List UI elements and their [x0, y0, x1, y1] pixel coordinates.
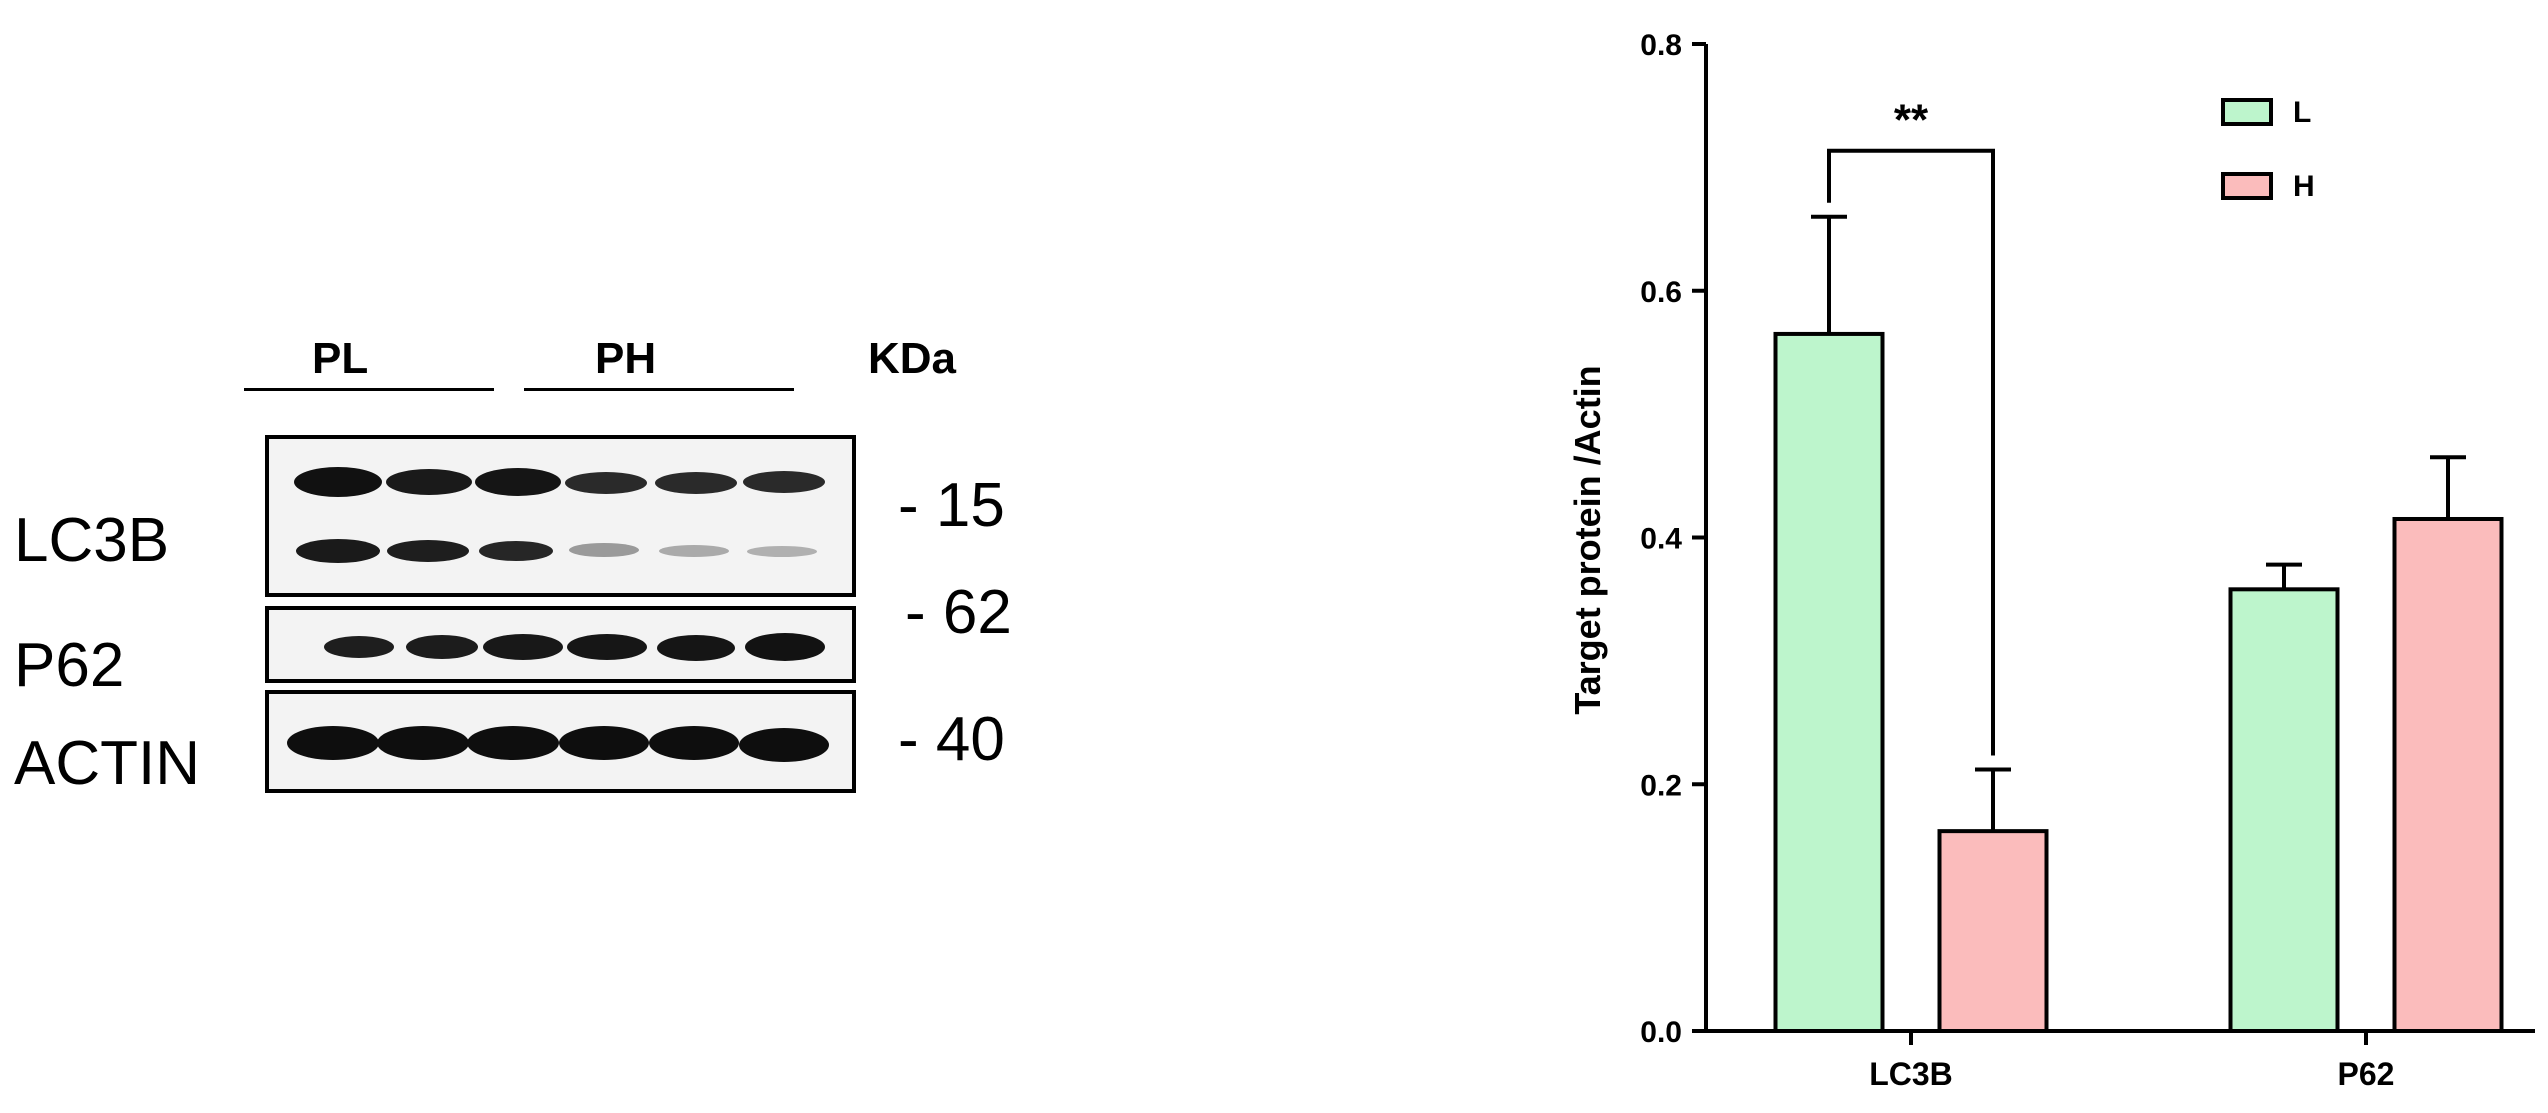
legend-label-h: H	[2293, 170, 2315, 203]
marker-62: - 62	[905, 578, 1012, 647]
blot-actin	[265, 690, 856, 793]
marker-40: - 40	[898, 705, 1005, 774]
band	[567, 634, 647, 660]
band	[655, 472, 737, 494]
y-tick-label: 0.0	[1640, 1016, 1682, 1049]
band	[569, 543, 639, 557]
legend-swatch-l	[2221, 98, 2273, 126]
band	[324, 636, 394, 658]
band	[467, 726, 559, 760]
band	[475, 468, 561, 496]
band	[294, 467, 382, 497]
band	[377, 726, 469, 760]
blot-lc3b	[265, 435, 856, 597]
group-line-pl	[244, 388, 494, 391]
legend-label-l: L	[2293, 96, 2311, 129]
band	[387, 540, 469, 562]
band	[659, 545, 729, 557]
blot-p62	[265, 606, 856, 683]
band	[745, 633, 825, 661]
protein-label-p62: P62	[14, 631, 125, 700]
protein-label-actin: ACTIN	[14, 729, 200, 798]
y-tick-label: 0.6	[1640, 276, 1682, 309]
marker-15: - 15	[898, 471, 1005, 540]
significance-bracket	[1827, 148, 1995, 756]
band	[406, 635, 478, 659]
kda-unit-label: KDa	[868, 334, 957, 383]
bar-h-p62	[2392, 516, 2504, 1033]
group-label-ph: PH	[595, 334, 657, 383]
band	[479, 541, 553, 561]
y-axis-label: Target protein /Actin	[1567, 365, 1608, 714]
x-tick-label-p62: P62	[2338, 1056, 2395, 1092]
band	[565, 472, 647, 494]
significance-label: **	[1894, 96, 1929, 145]
band	[747, 546, 817, 557]
group-label-pl: PL	[312, 334, 369, 383]
band	[386, 469, 472, 495]
band	[296, 539, 380, 563]
band	[743, 471, 825, 493]
bar-h-lc3b	[1937, 829, 2049, 1033]
y-tick-label: 0.4	[1640, 523, 1682, 556]
y-tick-label: 0.2	[1640, 769, 1682, 802]
band	[559, 726, 649, 760]
band	[739, 728, 829, 762]
group-line-ph	[524, 388, 794, 391]
legend-swatch-h	[2221, 172, 2273, 200]
band	[649, 726, 739, 760]
band	[287, 726, 379, 760]
protein-label-lc3b: LC3B	[14, 506, 170, 575]
western-blot-panel: PL PH KDa LC3B P62 ACTIN - 15 - 62 - 40	[0, 0, 1100, 1113]
bar-l-p62	[2228, 587, 2340, 1033]
x-tick-label-lc3b: LC3B	[1869, 1056, 1953, 1092]
band	[483, 634, 563, 660]
bar-l-lc3b	[1773, 331, 1885, 1033]
band	[657, 635, 735, 661]
y-tick-label: 0.8	[1640, 29, 1682, 62]
